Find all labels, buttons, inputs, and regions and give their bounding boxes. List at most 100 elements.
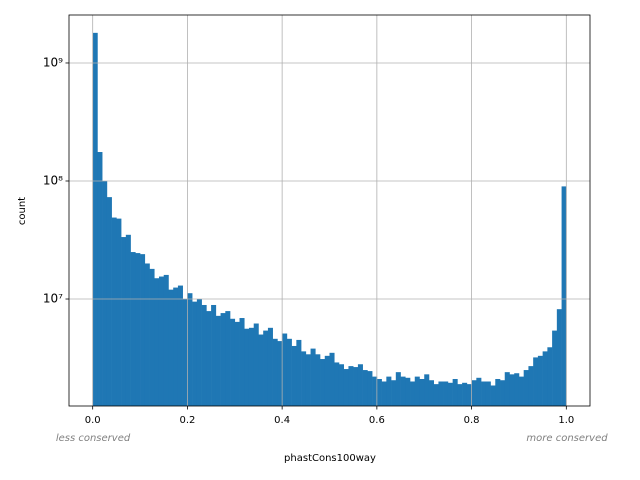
bar (443, 381, 449, 406)
bar (310, 348, 316, 406)
bar (514, 373, 520, 406)
bar (391, 380, 397, 406)
bar (220, 313, 226, 406)
bar (481, 381, 487, 406)
x-axis-label: phastCons100way (284, 453, 376, 464)
bar (552, 330, 558, 406)
bar (329, 352, 335, 406)
bar (253, 323, 259, 406)
bar (338, 364, 345, 406)
plot-frame (68, 14, 591, 407)
bar (424, 374, 430, 406)
bar (258, 334, 264, 406)
bar (177, 285, 183, 406)
bar (395, 372, 401, 406)
y-tick-label: 10⁸ (43, 173, 63, 187)
bar (192, 301, 198, 406)
bar (267, 327, 273, 406)
bar (286, 338, 292, 406)
annotation: more conserved (526, 433, 608, 444)
bar (163, 274, 169, 406)
bar (92, 32, 98, 406)
bar (471, 380, 477, 406)
bar (230, 318, 236, 406)
bar (116, 218, 122, 406)
bar (376, 378, 382, 406)
bar (121, 237, 127, 406)
bar (149, 268, 155, 406)
bar (215, 315, 221, 406)
bar (343, 369, 349, 406)
annotation: less conserved (56, 433, 131, 444)
bar (537, 355, 543, 406)
bar (225, 311, 231, 406)
bar (547, 347, 553, 406)
bar (533, 357, 539, 406)
bar (272, 338, 278, 406)
bar (111, 217, 117, 406)
bar (400, 376, 406, 406)
bar (457, 384, 463, 406)
bar (495, 378, 501, 406)
bar (490, 385, 496, 406)
bar (168, 289, 174, 406)
bar (518, 376, 524, 406)
bar (196, 299, 202, 406)
bar (206, 311, 212, 406)
bar (405, 377, 411, 406)
bar (357, 364, 363, 406)
bar (277, 341, 283, 406)
bar (182, 299, 188, 406)
bar (130, 252, 136, 406)
bar (315, 354, 321, 406)
bar (187, 293, 193, 406)
bar (462, 382, 468, 406)
bar (97, 152, 103, 406)
bar (433, 384, 439, 406)
bar (334, 362, 340, 406)
bar (348, 366, 354, 406)
bar (452, 378, 458, 406)
bar (523, 370, 529, 406)
x-tick-label: 0.6 (369, 415, 385, 426)
bar (144, 263, 150, 406)
bar (372, 376, 378, 406)
bar (291, 345, 297, 406)
bar (320, 359, 326, 406)
bar (135, 253, 141, 406)
bar (305, 354, 311, 406)
bar (476, 377, 482, 406)
bar (428, 380, 434, 406)
bar (438, 381, 444, 406)
bar (504, 372, 510, 406)
bar (447, 382, 453, 406)
bar (248, 327, 255, 406)
y-axis-label: count (17, 197, 28, 225)
bar (154, 278, 160, 406)
bar (201, 304, 207, 406)
x-tick-label: 0.8 (464, 415, 480, 426)
x-tick-label: 0.4 (274, 415, 290, 426)
bar (140, 254, 146, 406)
x-tick-label: 0.2 (179, 415, 195, 426)
bar (500, 380, 506, 406)
bar (509, 374, 515, 406)
bar (410, 381, 416, 406)
bar (485, 381, 491, 406)
bar (362, 370, 368, 406)
bar (125, 234, 131, 406)
bar (324, 355, 330, 406)
y-tick-label: 10⁷ (43, 292, 63, 306)
bar (102, 180, 108, 406)
bar (381, 381, 387, 406)
bar (419, 378, 425, 406)
y-tick-label: 10⁹ (43, 55, 63, 69)
bar (282, 333, 288, 406)
bar (466, 384, 472, 406)
bar (296, 339, 302, 406)
bar (158, 276, 165, 406)
bar (211, 304, 217, 406)
x-tick-label: 0.0 (85, 415, 101, 426)
bar (556, 309, 562, 406)
